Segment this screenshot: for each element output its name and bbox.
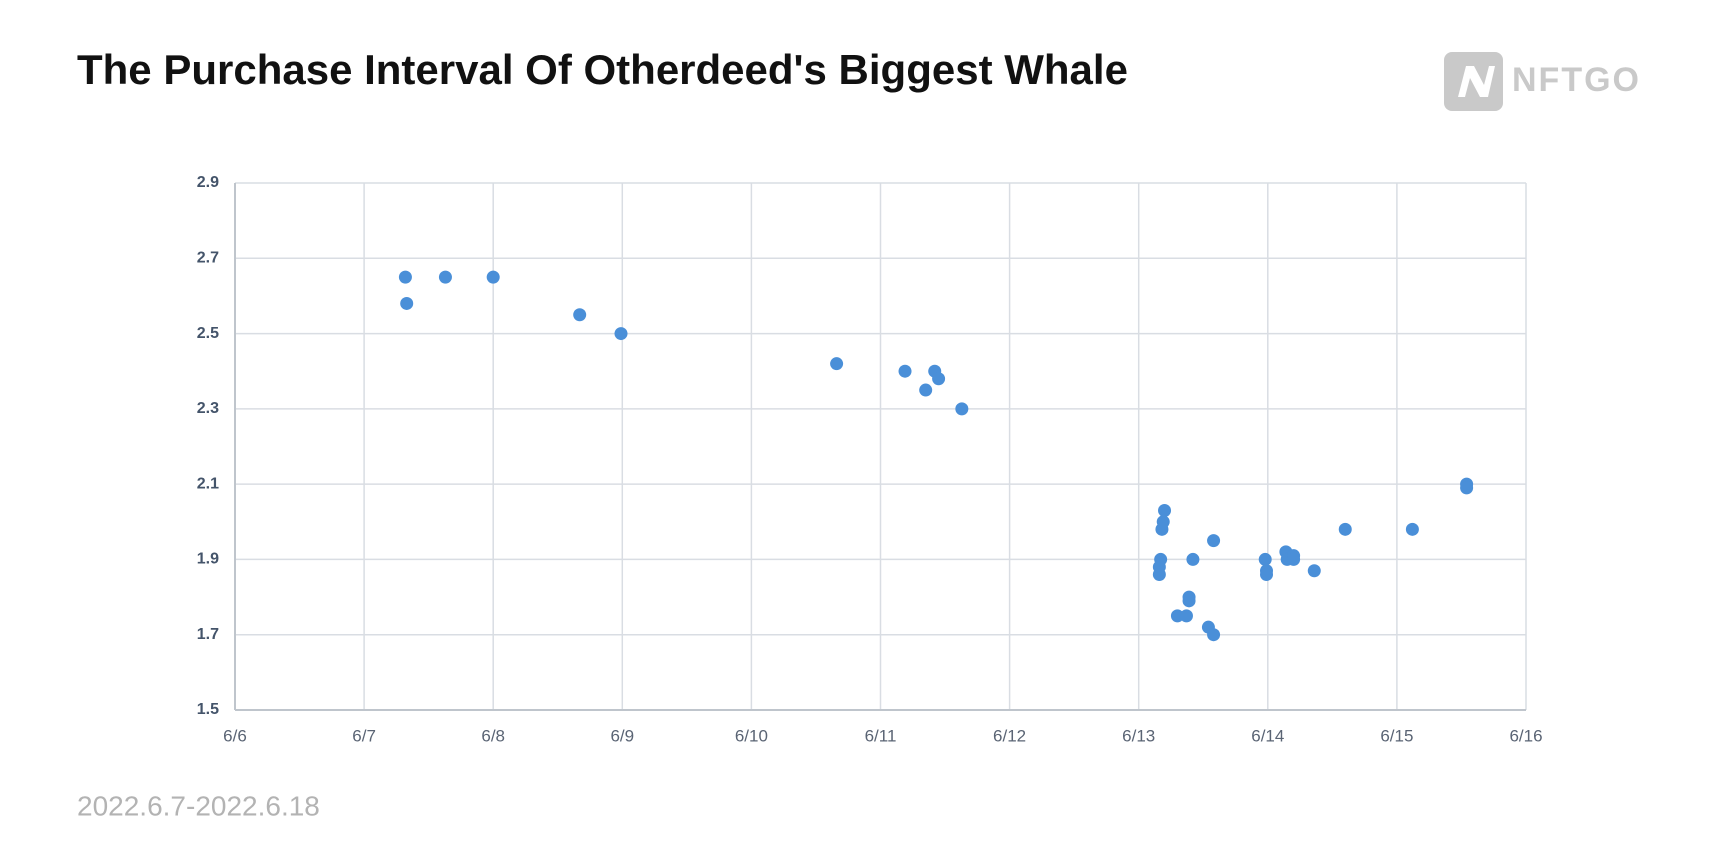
point: [1152, 567, 1166, 581]
y-tick-label: 2.1: [197, 475, 219, 492]
point: [955, 402, 969, 416]
point: [1170, 609, 1184, 623]
point: [932, 372, 946, 386]
y-tick-label: 2.7: [197, 250, 219, 267]
point: [1258, 552, 1272, 566]
y-tick-label: 1.5: [197, 701, 219, 718]
x-tick-label: 6/9: [610, 726, 634, 745]
logo-mark: [1458, 66, 1495, 97]
point: [400, 296, 414, 310]
point: [398, 270, 412, 284]
point: [1307, 564, 1321, 578]
x-tick-label: 6/12: [993, 726, 1026, 745]
x-tick-label: 6/7: [352, 726, 376, 745]
logo: NFTGO: [1444, 52, 1641, 111]
point: [1460, 481, 1474, 495]
point: [1182, 594, 1196, 608]
point: [1158, 503, 1172, 517]
point: [1207, 534, 1221, 548]
date-range: 2022.6.7-2022.6.18: [77, 790, 320, 821]
x-tick-label: 6/11: [865, 726, 897, 745]
point: [438, 270, 452, 284]
point: [830, 357, 844, 371]
point: [1207, 628, 1221, 642]
point: [1405, 522, 1419, 536]
point: [919, 383, 933, 397]
chart-title: The Purchase Interval Of Otherdeed's Big…: [77, 46, 1128, 93]
y-tick-label: 1.9: [197, 551, 219, 568]
point: [573, 308, 587, 322]
y-tick-label: 1.7: [197, 626, 219, 643]
y-tick-label: 2.5: [197, 325, 219, 342]
logo-text: NFTGO: [1512, 61, 1641, 99]
x-tick-label: 6/15: [1380, 726, 1413, 745]
x-tick-label: 6/13: [1122, 726, 1155, 745]
y-tick-label: 2.9: [197, 174, 219, 191]
y-tick-label: 2.3: [197, 400, 219, 417]
point: [1338, 522, 1352, 536]
point: [1179, 609, 1193, 623]
x-tick-label: 6/16: [1509, 726, 1542, 745]
point: [898, 364, 912, 378]
point: [614, 327, 628, 341]
x-tick-label: 6/10: [735, 726, 768, 745]
point: [1186, 552, 1200, 566]
point: [486, 270, 500, 284]
x-tick-label: 6/14: [1251, 726, 1284, 745]
x-tick-label: 6/8: [481, 726, 505, 745]
x-tick-label: 6/6: [223, 726, 247, 745]
point: [1260, 567, 1274, 581]
point: [1287, 552, 1301, 566]
point: [1155, 522, 1169, 536]
